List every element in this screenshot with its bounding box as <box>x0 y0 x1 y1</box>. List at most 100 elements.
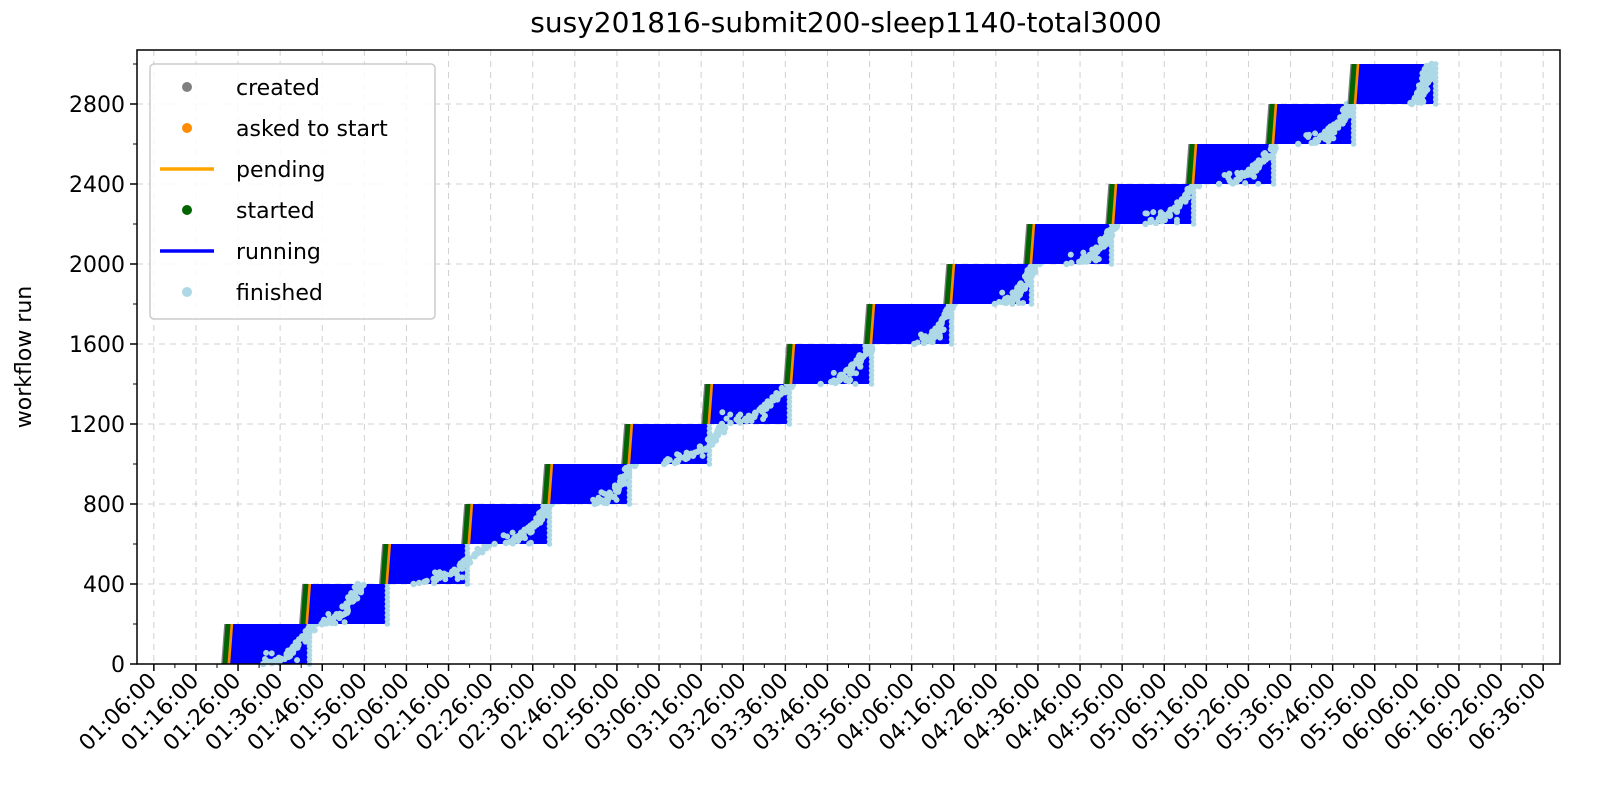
finished-point <box>1423 62 1430 70</box>
finished-point <box>1432 101 1439 107</box>
finished-point <box>1028 265 1035 272</box>
finished-point <box>1229 180 1236 187</box>
finished-point <box>1108 247 1115 254</box>
finished-point <box>830 369 837 376</box>
finished-point <box>1350 118 1357 125</box>
finished-point <box>423 577 430 585</box>
finished-point <box>546 518 553 525</box>
finished-point <box>868 345 875 352</box>
legend-created-marker <box>182 82 192 92</box>
finished-point <box>354 580 361 588</box>
finished-point <box>515 537 522 544</box>
finished-point <box>1190 203 1197 210</box>
finished-point <box>306 634 313 641</box>
finished-point <box>719 409 726 416</box>
finished-point <box>1108 252 1115 258</box>
finished-point <box>675 456 682 464</box>
finished-point <box>1270 158 1277 165</box>
finished-point <box>706 461 713 467</box>
finished-point <box>1234 169 1241 176</box>
finished-point <box>1108 243 1115 250</box>
finished-point <box>306 638 313 645</box>
finished-point <box>384 603 391 610</box>
finished-point <box>1108 230 1115 236</box>
finished-point <box>998 299 1005 306</box>
finished-point <box>1432 70 1439 76</box>
finished-point <box>431 580 438 587</box>
legend-label: running <box>236 240 321 265</box>
finished-point <box>504 533 511 540</box>
finished-point <box>611 493 618 500</box>
finished-point <box>546 514 553 521</box>
finished-point <box>546 510 553 516</box>
finished-point <box>1350 110 1357 116</box>
finished-point <box>786 416 793 423</box>
finished-point <box>868 381 875 387</box>
finished-point <box>1011 290 1018 297</box>
finished-point <box>1092 244 1100 251</box>
finished-point <box>275 655 282 662</box>
finished-point <box>839 371 846 378</box>
finished-point <box>853 370 860 377</box>
finished-point <box>1270 181 1277 187</box>
finished-point <box>1008 294 1015 301</box>
finished-point <box>1028 301 1035 307</box>
finished-point <box>1255 157 1262 164</box>
finished-point <box>1261 150 1269 157</box>
finished-point <box>664 456 671 463</box>
finished-point <box>936 332 943 339</box>
finished-point <box>1150 209 1157 216</box>
finished-point <box>948 318 955 325</box>
data-marks <box>221 60 1439 668</box>
y-axis: 0 400 800 1200 1600 2000 2400 2800 <box>69 63 137 678</box>
y-tick-label: 1600 <box>69 333 125 358</box>
finished-point <box>1350 141 1357 147</box>
finished-point <box>848 369 855 376</box>
finished-point <box>410 580 417 588</box>
finished-point <box>914 339 921 346</box>
finished-point <box>1270 172 1277 178</box>
finished-point <box>727 419 734 427</box>
finished-point <box>948 323 955 330</box>
finished-point <box>1245 166 1253 173</box>
finished-point <box>706 434 713 441</box>
finished-point <box>1420 98 1427 105</box>
finished-point <box>706 425 713 432</box>
finished-point <box>786 412 793 418</box>
finished-point <box>384 621 391 627</box>
finished-point <box>948 310 955 316</box>
finished-point <box>1215 180 1223 188</box>
finished-point <box>320 616 327 623</box>
finished-point <box>415 579 423 587</box>
finished-point <box>325 617 332 624</box>
finished-point <box>1080 256 1087 263</box>
finished-point <box>764 398 771 405</box>
finished-point <box>1312 130 1319 137</box>
started-markers <box>622 424 631 464</box>
finished-point <box>1331 129 1338 136</box>
finished-point <box>830 377 837 384</box>
finished-point <box>786 385 793 392</box>
finished-point <box>1255 180 1262 187</box>
finished-point <box>1270 167 1277 174</box>
finished-point <box>441 571 448 578</box>
finished-point <box>778 384 786 392</box>
finished-point <box>1413 91 1420 98</box>
finished-point <box>1157 209 1164 216</box>
finished-point <box>846 378 853 385</box>
finished-point <box>454 572 461 579</box>
finished-point <box>706 443 713 450</box>
finished-point <box>294 657 301 664</box>
legend-finished-marker <box>182 287 192 297</box>
finished-point <box>1305 134 1312 141</box>
finished-point <box>341 619 348 626</box>
finished-point <box>1017 280 1024 287</box>
finished-point <box>464 550 471 556</box>
legend-label: asked to start <box>236 117 388 142</box>
finished-point <box>769 394 776 401</box>
finished-point <box>706 456 713 463</box>
legend-asked-to-start-marker <box>182 123 192 133</box>
finished-point <box>1318 134 1325 141</box>
finished-point <box>384 598 391 605</box>
finished-point <box>268 650 275 657</box>
